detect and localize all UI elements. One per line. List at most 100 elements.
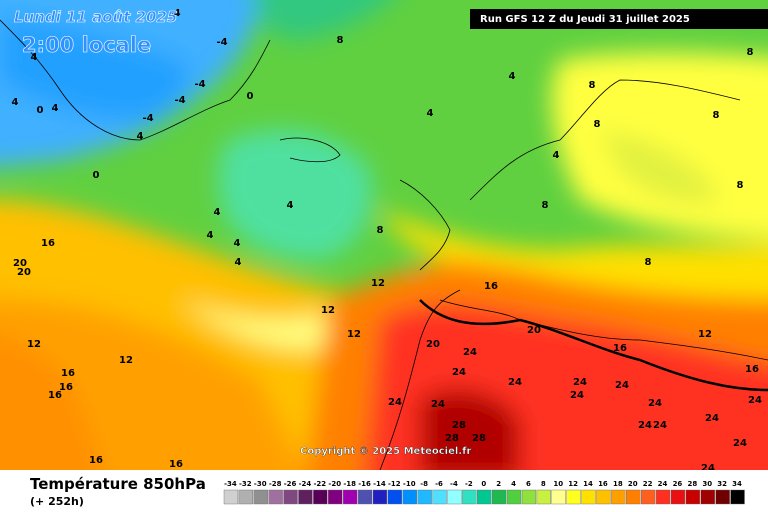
contour-label: -4 — [174, 95, 185, 106]
contour-label: 24 — [508, 377, 522, 388]
contour-label: 24 — [570, 390, 584, 401]
contour-label: 4 — [137, 131, 144, 142]
contour-label: 12 — [27, 339, 41, 350]
contour-label: 0 — [37, 105, 44, 116]
temperature-field — [0, 0, 768, 470]
scale-swatch — [730, 489, 745, 505]
scale-swatch — [521, 489, 537, 505]
contour-label: 24 — [638, 420, 652, 431]
scale-label: -34 — [224, 480, 237, 488]
scale-label: -20 — [328, 480, 341, 488]
scale-label: 34 — [732, 480, 742, 488]
scale-label: -14 — [373, 480, 386, 488]
contour-label: 4 — [52, 103, 59, 114]
contour-label: 4 — [31, 52, 38, 63]
scale-swatch — [268, 489, 283, 505]
scale-swatch — [581, 489, 596, 505]
contour-label: 4 — [235, 257, 242, 268]
scale-swatch — [641, 489, 656, 505]
scale-label: 32 — [717, 480, 727, 488]
contour-label: 16 — [484, 281, 498, 292]
scale-swatch — [477, 489, 492, 505]
run-info: Run GFS 12 Z du Jeudi 31 juillet 2025 — [480, 14, 690, 25]
scale-swatch — [670, 489, 686, 505]
contour-label: 24 — [463, 347, 477, 358]
valid-date: Lundi 11 août 2025 — [14, 8, 177, 26]
scale-label: 2 — [496, 480, 501, 488]
contour-label: 4 — [12, 97, 19, 108]
scale-label: 28 — [687, 480, 697, 488]
scale-swatch — [343, 489, 358, 505]
contour-label: -4 — [142, 113, 153, 124]
contour-label: 8 — [747, 47, 754, 58]
scale-label: 10 — [553, 480, 563, 488]
scale-label: -18 — [343, 480, 356, 488]
scale-label: 12 — [568, 480, 578, 488]
scale-swatch — [536, 489, 552, 505]
scale-label: 0 — [481, 480, 486, 488]
contour-label: 20 — [527, 325, 541, 336]
scale-label: -28 — [269, 480, 282, 488]
contour-label: 16 — [48, 390, 62, 401]
scale-label: -6 — [435, 480, 443, 488]
scale-label: -8 — [420, 480, 428, 488]
contour-label: 20 — [17, 267, 31, 278]
color-scale: -34 -32 -30 -28 -26 -24 -22 -20 -18 -16 -14 -12 -10-… — [223, 480, 745, 505]
copyright: Copyright © 2025 Meteociel.fr — [300, 446, 471, 457]
footer: Température 850hPa (+ 252h) -34 -32 -30 -28… — [30, 475, 745, 508]
scale-swatch — [462, 489, 477, 505]
scale-swatch — [626, 489, 641, 505]
contour-label: 20 — [426, 339, 440, 350]
scale-swatch — [328, 489, 343, 505]
contour-label: 20 — [13, 258, 27, 269]
contour-label: -4 — [216, 37, 227, 48]
contour-label: 24 — [648, 398, 662, 409]
scale-label: -4 — [450, 480, 458, 488]
contour-label: 16 — [89, 455, 103, 466]
temperature-map: -4-4-4-4-4444004084444444812121212121620… — [0, 0, 768, 470]
contour-label: 16 — [61, 368, 75, 379]
scale-swatch — [447, 489, 462, 505]
contour-label: 24 — [388, 397, 402, 408]
contour-label: 0 — [93, 170, 100, 181]
contour-label: 16 — [745, 364, 759, 375]
scale-swatch — [715, 489, 730, 505]
scale-label: 26 — [673, 480, 683, 488]
contour-label: 4 — [207, 230, 214, 241]
scale-label: -22 — [314, 480, 327, 488]
scale-swatch — [492, 489, 507, 505]
contour-label: -4 — [169, 8, 180, 19]
contour-label: 12 — [698, 329, 712, 340]
contour-label: 4 — [509, 71, 516, 82]
contour-label: 8 — [337, 35, 344, 46]
contour-label: 24 — [573, 377, 587, 388]
contour-label: 28 — [445, 433, 459, 444]
scale-swatch — [298, 489, 313, 505]
scale-swatch — [357, 489, 373, 505]
scale-label: -2 — [465, 480, 473, 488]
scale-swatch — [283, 489, 298, 505]
scale-swatch — [238, 489, 253, 505]
scale-label: -12 — [388, 480, 401, 488]
contour-label: 4 — [553, 150, 560, 161]
contour-label: 4 — [214, 207, 221, 218]
scale-label: -10 — [403, 480, 416, 488]
contour-label: 8 — [594, 119, 601, 130]
contour-label: 24 — [701, 463, 715, 470]
scale-label: 24 — [658, 480, 668, 488]
contour-label: 16 — [613, 343, 627, 354]
scale-label: 6 — [526, 480, 531, 488]
relief-line — [419, 299, 768, 392]
scale-swatch — [402, 489, 417, 505]
scale-label: 30 — [702, 480, 712, 488]
contour-label: 8 — [737, 180, 744, 191]
scale-swatch — [566, 489, 581, 505]
contour-label: 0 — [247, 91, 254, 102]
run-box — [470, 9, 768, 29]
coastlines — [0, 19, 768, 470]
scale-swatch — [253, 489, 268, 505]
contour-label: 24 — [733, 438, 747, 449]
scale-swatch — [551, 489, 566, 505]
contour-label: 28 — [472, 433, 486, 444]
